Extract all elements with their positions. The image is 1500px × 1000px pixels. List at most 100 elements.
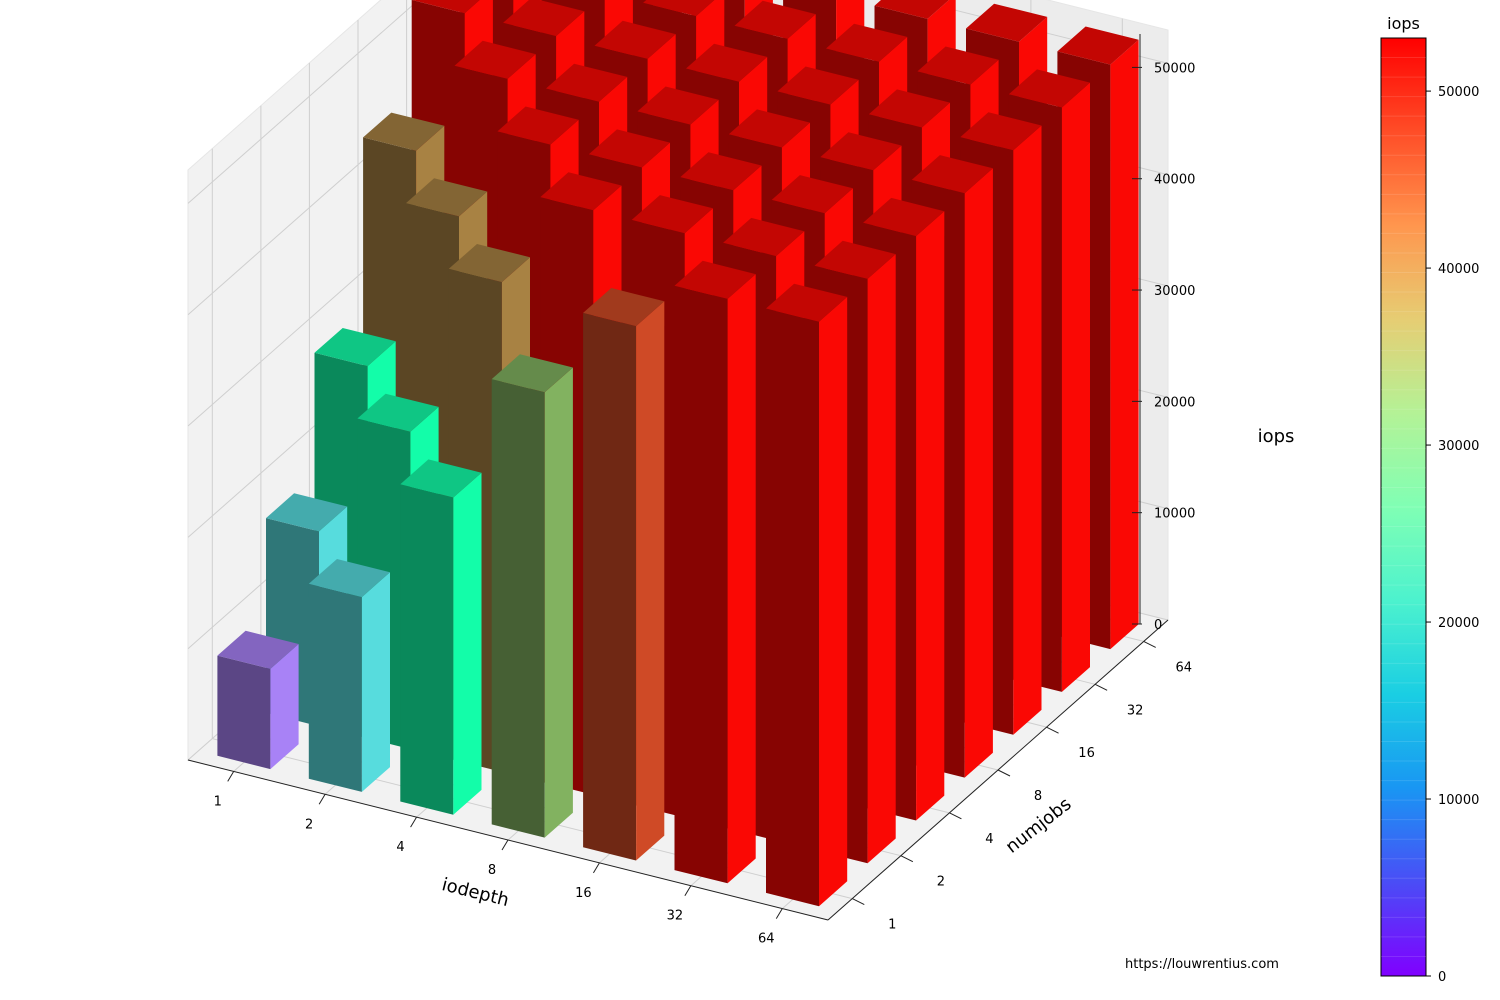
- bar-top-face: [814, 240, 896, 279]
- bar-iodepth-64-numjobs-1: [766, 283, 848, 907]
- bar-iodepth-32-numjobs-1: [674, 260, 756, 884]
- iodepth-tick: [410, 816, 418, 828]
- colorbar-tick-label: 20000: [1438, 616, 1479, 631]
- iops-tick-label: 40000: [1154, 173, 1195, 188]
- colorbar-label: iops: [1387, 14, 1420, 33]
- colorbar-tick-label: 0: [1438, 970, 1446, 985]
- colorbar-gradient: [1380, 37, 1427, 977]
- bar-top-face: [631, 195, 713, 234]
- bar-top-face: [820, 132, 902, 171]
- numjobs-tick-label: 1: [888, 918, 896, 933]
- iops-tick-label: 30000: [1154, 284, 1195, 299]
- bar-top-face: [826, 23, 908, 62]
- bar-side-face: [867, 254, 896, 864]
- bar-front-face: [674, 285, 728, 884]
- bar-top-face: [454, 40, 536, 79]
- iodepth-tick-label: 2: [305, 817, 313, 832]
- bar-top-face: [400, 459, 482, 498]
- bar-iodepth-4-numjobs-1: [400, 459, 482, 815]
- iodepth-tick-label: 8: [488, 863, 496, 878]
- bar-top-face: [546, 63, 628, 102]
- iodepth-tick: [592, 862, 600, 874]
- numjobs-tick: [1094, 683, 1108, 691]
- bar-side-face: [270, 644, 299, 770]
- iodepth-axis-label: iodepth: [440, 874, 511, 911]
- colorbar-tick-label: 10000: [1438, 793, 1479, 808]
- numjobs-tick: [900, 855, 914, 863]
- numjobs-tick: [949, 812, 962, 820]
- bar-top-face: [594, 20, 676, 59]
- bar-top-face: [412, 0, 480, 14]
- numjobs-tick: [1143, 640, 1156, 648]
- iodepth-tick: [684, 885, 692, 896]
- bar-top-face: [868, 89, 950, 128]
- bar-top-face: [588, 129, 670, 168]
- bar-top-face: [357, 393, 439, 432]
- credit-link[interactable]: https://louwrentius.com: [1125, 957, 1279, 972]
- bar-top-face: [540, 172, 622, 211]
- iops-tick-label: 10000: [1154, 507, 1195, 522]
- bar-side-face: [1061, 82, 1090, 692]
- iops-axis-label: iops: [1258, 426, 1295, 447]
- bar-side-face: [1110, 39, 1139, 650]
- iodepth-tick-label: 16: [575, 886, 592, 901]
- bar-top-face: [491, 354, 573, 393]
- iodepth-tick-label: 32: [667, 909, 684, 924]
- numjobs-tick-label: 32: [1127, 703, 1144, 718]
- iodepth-tick: [775, 908, 783, 919]
- bar-top-face: [917, 46, 999, 85]
- bar-top-face: [874, 0, 950, 19]
- colorbar-tick-label: 30000: [1438, 439, 1479, 454]
- bar-top-face: [1008, 69, 1090, 108]
- numjobs-tick-label: 2: [937, 875, 945, 890]
- bars: [217, 0, 1139, 907]
- bar-front-face: [583, 312, 637, 861]
- bar-top-face: [723, 217, 805, 257]
- bar-top-face: [308, 559, 390, 598]
- iodepth-tick: [318, 794, 326, 805]
- bar-top-face: [497, 106, 579, 145]
- bar-top-face: [314, 328, 396, 367]
- colorbar: 0 10000 20000 30000 40000 50000 iops: [1380, 14, 1479, 985]
- bar-top-face: [728, 109, 810, 148]
- iodepth-tick-label: 4: [396, 840, 404, 855]
- bar-top-face: [583, 288, 665, 327]
- colorbar-tick-label: 50000: [1438, 85, 1479, 100]
- bar-front-face: [400, 484, 454, 815]
- iops-tick-label: 50000: [1154, 61, 1195, 76]
- bar-front-face: [217, 655, 271, 770]
- numjobs-tick: [1046, 726, 1059, 734]
- bar-top-face: [637, 86, 719, 125]
- bar-side-face: [916, 211, 945, 821]
- iops-tick-label: 20000: [1154, 395, 1195, 410]
- numjobs-tick: [852, 898, 865, 906]
- bar-top-face: [960, 112, 1042, 151]
- bar-side-face: [819, 296, 848, 907]
- bar-iodepth-2-numjobs-1: [308, 559, 390, 792]
- bar-side-face: [544, 367, 573, 838]
- bar-top-face: [217, 630, 299, 669]
- iodepth-tick-label: 1: [214, 794, 222, 809]
- bar-iodepth-8-numjobs-1: [491, 354, 573, 838]
- colorbar-tick-label: 40000: [1438, 262, 1479, 277]
- bar-top-face: [266, 493, 348, 532]
- bar-top-face: [503, 0, 585, 37]
- bar-top-face: [680, 152, 762, 191]
- bar-side-face: [1013, 125, 1042, 735]
- bar-top-face: [363, 112, 445, 151]
- bar-iodepth-1-numjobs-1: [217, 630, 299, 770]
- numjobs-tick-label: 16: [1078, 746, 1095, 761]
- iops-tick-label: 0: [1154, 618, 1162, 633]
- bar-side-face: [361, 572, 390, 792]
- bar-side-face: [636, 301, 665, 861]
- numjobs-tick-label: 8: [1034, 789, 1042, 804]
- iodepth-tick: [501, 839, 509, 851]
- bar-top-face: [771, 175, 853, 214]
- bar-front-face: [766, 308, 819, 907]
- bar-side-face: [727, 274, 756, 884]
- bar-top-face: [406, 178, 488, 217]
- bar-top-face: [674, 260, 756, 299]
- bar-top-face: [1057, 26, 1139, 65]
- iodepth-tick-label: 64: [758, 932, 775, 947]
- bar-top-face: [686, 43, 768, 82]
